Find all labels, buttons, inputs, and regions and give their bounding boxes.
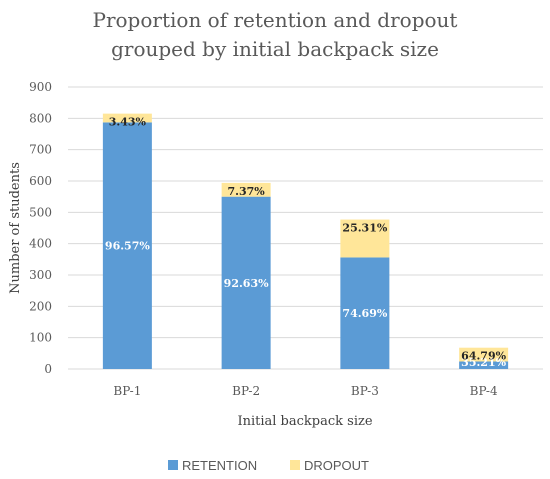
data-label: 3.43% [109, 116, 147, 129]
data-label: 7.37% [228, 185, 266, 198]
legend-label-retention: RETENTION [182, 458, 257, 473]
data-label: 96.57% [105, 240, 150, 253]
data-label: 74.69% [342, 307, 387, 320]
x-tick-label: BP-4 [470, 384, 498, 398]
y-axis-ticks: 0 100 200 300 400 500 600 700 800 900 [29, 80, 52, 376]
bars: 96.57% 3.43% 92.63% 7.37% 74.69% 25.31% 35.21%… [102, 113, 509, 369]
data-label: 64.79% [461, 350, 506, 363]
bar-dropout-bp-4 [459, 347, 509, 362]
bar-dropout-bp-2 [221, 182, 271, 197]
bar-dropout-bp-1 [102, 113, 152, 123]
chart-title-line-1: Proportion of retention and dropout [93, 8, 458, 32]
chart-title-line-2: grouped by initial backpack size [111, 37, 439, 61]
bar-retention-bp-3 [340, 257, 390, 369]
data-label: 35.21% [461, 356, 506, 369]
y-tick-label: 500 [29, 205, 52, 219]
data-label: 92.63% [224, 277, 269, 290]
y-tick-label: 700 [29, 143, 52, 157]
x-axis-ticks: BP-1 BP-2 BP-3 BP-4 [113, 384, 498, 398]
bar-retention-bp-2 [221, 196, 271, 369]
bar-retention-bp-4 [459, 361, 509, 369]
x-axis-label: Initial backpack size [237, 414, 372, 429]
data-label: 25.31% [342, 222, 387, 235]
y-tick-label: 600 [29, 174, 52, 188]
y-tick-label: 100 [29, 331, 52, 345]
x-tick-label: BP-1 [113, 384, 141, 398]
x-tick-label: BP-2 [232, 384, 260, 398]
x-tick-label: BP-3 [351, 384, 379, 398]
y-tick-label: 800 [29, 111, 52, 125]
legend: RETENTION DROPOUT [168, 458, 369, 473]
y-axis-label: Number of students [8, 162, 23, 294]
legend-swatch-retention [168, 460, 178, 470]
y-tick-label: 400 [29, 237, 52, 251]
bar-dropout-bp-3 [340, 219, 390, 258]
y-tick-label: 200 [29, 299, 52, 313]
y-tick-label: 300 [29, 268, 52, 282]
y-tick-label: 900 [29, 80, 52, 94]
legend-swatch-dropout [290, 460, 300, 470]
bar-retention-bp-1 [102, 122, 152, 369]
y-tick-label: 0 [44, 362, 52, 376]
legend-label-dropout: DROPOUT [304, 458, 369, 473]
